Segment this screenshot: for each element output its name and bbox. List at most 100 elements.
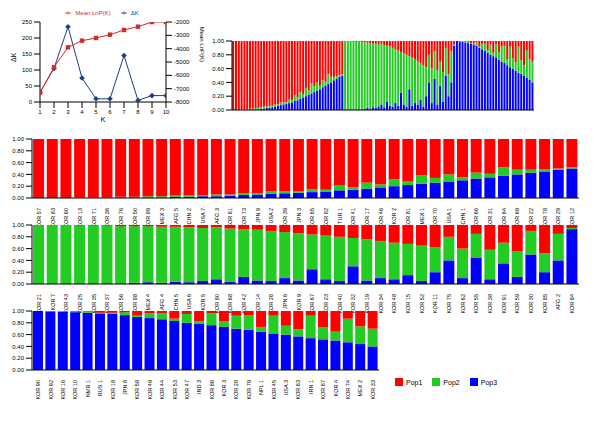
svg-text:KOR 73: KOR 73	[241, 208, 247, 228]
svg-text:KOR 82: KOR 82	[323, 208, 329, 228]
svg-text:KOR 29: KOR 29	[555, 208, 561, 228]
svg-text:ΔK: ΔK	[10, 52, 17, 62]
svg-text:KOR 44: KOR 44	[159, 380, 165, 400]
svg-text:0.80: 0.80	[12, 320, 24, 326]
svg-text:KOR 17: KOR 17	[364, 208, 370, 228]
svg-text:JPN 8: JPN 8	[122, 380, 128, 395]
svg-text:5: 5	[94, 109, 98, 115]
svg-text:0.80: 0.80	[12, 234, 24, 240]
svg-text:0.00: 0.00	[12, 367, 24, 373]
svg-text:RUS 1: RUS 1	[97, 380, 103, 396]
svg-text:KOR 28: KOR 28	[233, 380, 239, 400]
svg-text:USA 6: USA 6	[186, 294, 192, 310]
svg-text:KOR 64: KOR 64	[501, 208, 507, 228]
svg-text:KOR 14: KOR 14	[255, 294, 261, 314]
svg-text:KOR 53: KOR 53	[172, 380, 178, 400]
svg-text:Mean LnP(K): Mean LnP(K)	[199, 27, 205, 62]
svg-text:KOR 89: KOR 89	[145, 208, 151, 228]
svg-text:KOR 66: KOR 66	[473, 208, 479, 228]
svg-text:KOR 85: KOR 85	[542, 294, 548, 314]
svg-text:AFG 4: AFG 4	[159, 294, 165, 310]
svg-text:0.00: 0.00	[12, 281, 24, 287]
svg-text:KOR 58: KOR 58	[134, 380, 140, 400]
svg-text:KOR 33: KOR 33	[370, 380, 376, 400]
svg-text:AFG 5: AFG 5	[173, 208, 179, 224]
svg-text:7: 7	[122, 109, 126, 115]
svg-text:50: 50	[25, 83, 32, 89]
svg-text:KOR 15: KOR 15	[405, 294, 411, 314]
svg-text:0.40: 0.40	[12, 172, 24, 178]
svg-text:KOR 65: KOR 65	[309, 208, 315, 228]
svg-text:0.20: 0.20	[12, 269, 24, 275]
svg-text:0: 0	[29, 99, 33, 105]
svg-text:KOR 12: KOR 12	[569, 208, 575, 228]
svg-text:KOR 19: KOR 19	[364, 294, 370, 314]
svg-text:-5000: -5000	[174, 59, 190, 65]
svg-text:-4000: -4000	[174, 46, 190, 52]
svg-text:8: 8	[136, 109, 140, 115]
svg-text:IRN 1: IRN 1	[308, 380, 314, 394]
svg-text:KOR 62: KOR 62	[460, 294, 466, 314]
svg-text:KOR 45: KOR 45	[271, 380, 277, 400]
svg-text:KOR 76: KOR 76	[118, 208, 124, 228]
svg-text:KOR 52: KOR 52	[419, 294, 425, 314]
svg-text:0.20: 0.20	[12, 355, 24, 361]
svg-text:NMR 1: NMR 1	[85, 380, 91, 397]
svg-text:KOR 9: KOR 9	[296, 294, 302, 311]
svg-text:KOR 47: KOR 47	[184, 380, 190, 400]
svg-text:KOR 83: KOR 83	[50, 208, 56, 228]
svg-text:KOR 16: KOR 16	[60, 380, 66, 400]
svg-text:KOR 31: KOR 31	[487, 208, 493, 228]
svg-text:KOR 13: KOR 13	[77, 208, 83, 228]
svg-text:KOR 11: KOR 11	[432, 294, 438, 313]
svg-text:KOR 86: KOR 86	[209, 380, 215, 400]
svg-text:4: 4	[80, 109, 84, 115]
svg-text:0.60: 0.60	[12, 246, 24, 252]
svg-text:JPN 9: JPN 9	[255, 208, 261, 223]
svg-text:USA 3: USA 3	[283, 380, 289, 396]
svg-text:0.40: 0.40	[212, 80, 224, 86]
svg-text:KOR 67: KOR 67	[309, 294, 315, 314]
svg-text:1: 1	[38, 109, 42, 115]
svg-text:KOR 55: KOR 55	[473, 294, 479, 314]
svg-text:0.80: 0.80	[12, 148, 24, 154]
svg-text:IND 3: IND 3	[196, 380, 202, 394]
svg-text:USA 7: USA 7	[200, 208, 206, 224]
svg-text:KOR 10: KOR 10	[72, 380, 78, 400]
svg-text:KOR 7: KOR 7	[50, 294, 56, 311]
svg-text:KOR 50: KOR 50	[132, 208, 138, 228]
svg-text:6: 6	[108, 109, 112, 115]
svg-text:KOR 37: KOR 37	[104, 294, 110, 314]
svg-text:USA 1: USA 1	[446, 208, 452, 224]
svg-text:MEX 4: MEX 4	[145, 294, 151, 311]
svg-text:JPN 6: JPN 6	[282, 294, 288, 309]
svg-text:TUR 1: TUR 1	[337, 208, 343, 224]
svg-text:KOR 79: KOR 79	[246, 380, 252, 400]
svg-text:1.00: 1.00	[12, 308, 24, 314]
svg-text:KOR 2: KOR 2	[391, 208, 397, 225]
svg-text:KOR 4: KOR 4	[333, 380, 339, 397]
svg-text:0.00: 0.00	[212, 107, 224, 112]
svg-text:KOR 75: KOR 75	[446, 294, 452, 314]
svg-text:KOR 57: KOR 57	[36, 208, 42, 228]
svg-text:KOR 5: KOR 5	[200, 294, 206, 311]
svg-text:0.00: 0.00	[12, 195, 24, 201]
svg-text:KOR 39: KOR 39	[282, 208, 288, 228]
svg-text:0.60: 0.60	[12, 160, 24, 166]
svg-text:MEX 1: MEX 1	[419, 208, 425, 225]
svg-text:1.00: 1.00	[12, 136, 24, 142]
svg-text:KOR 25: KOR 25	[77, 294, 83, 314]
svg-text:K: K	[101, 116, 106, 123]
svg-text:KOR 60: KOR 60	[63, 208, 69, 228]
svg-text:CHN 1: CHN 1	[460, 208, 466, 225]
svg-text:150: 150	[22, 51, 33, 57]
svg-text:KOR 81: KOR 81	[405, 208, 411, 228]
svg-text:KOR 18: KOR 18	[110, 380, 116, 400]
svg-text:KOR 56: KOR 56	[118, 294, 124, 314]
svg-text:KOR 63: KOR 63	[295, 380, 301, 400]
svg-text:KOR 92: KOR 92	[48, 380, 54, 400]
svg-text:KOR 78: KOR 78	[542, 208, 548, 228]
svg-text:KOR 68: KOR 68	[227, 294, 233, 314]
svg-text:MEX 2: MEX 2	[357, 380, 363, 397]
svg-text:JPN 3: JPN 3	[296, 208, 302, 223]
